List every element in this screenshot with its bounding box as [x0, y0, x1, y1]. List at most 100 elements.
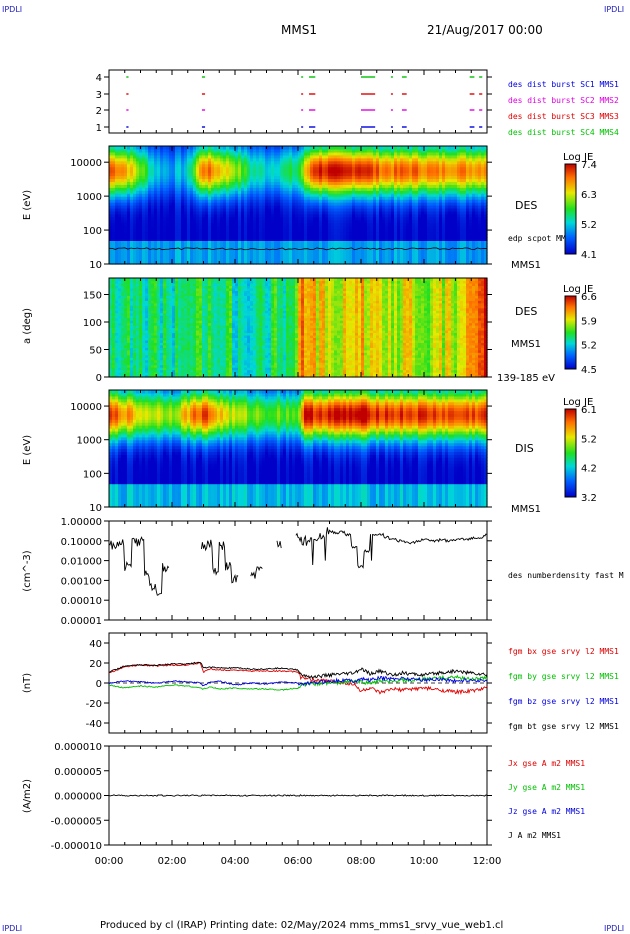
spectrogram-cell — [322, 252, 326, 256]
spectrogram-cell — [385, 219, 389, 224]
spectrogram-cell — [406, 154, 410, 159]
spectrogram-cell — [370, 222, 374, 227]
spectrogram-cell — [325, 237, 329, 241]
spectrogram-cell — [148, 196, 152, 200]
spectrogram-cell — [430, 213, 434, 218]
spectrogram-cell — [349, 181, 353, 185]
spectrogram-cell — [325, 207, 329, 212]
spectrogram-cell — [367, 202, 371, 206]
spectrogram-cell — [145, 157, 149, 162]
spectrogram-cell — [376, 234, 380, 239]
spectrogram-cell — [124, 237, 128, 241]
spectrogram-cell — [310, 151, 314, 156]
spectrogram-cell — [178, 166, 182, 171]
spectrogram-cell — [142, 219, 146, 224]
spectrogram-cell — [385, 172, 389, 177]
spectrogram-cell — [298, 249, 302, 253]
spectrogram-cell — [223, 234, 227, 239]
spectrogram-cell — [436, 237, 440, 241]
spectrogram-cell — [196, 181, 200, 185]
spectrogram-cell — [259, 169, 263, 174]
spectrogram-cell — [355, 154, 359, 159]
spectrogram-cell — [241, 184, 245, 188]
spectrogram-cell — [340, 237, 344, 241]
spectrogram-cell — [250, 172, 254, 177]
spectrogram-cell — [361, 196, 365, 200]
spectrogram-cell — [256, 172, 260, 177]
spectrogram-cell — [202, 240, 206, 244]
spectrogram-cell — [124, 193, 128, 197]
spectrogram-cell — [181, 210, 185, 215]
spectrogram-cell — [208, 228, 212, 233]
spectrogram-cell — [400, 160, 404, 165]
spectrogram-cell — [235, 154, 239, 159]
spectrogram-cell — [394, 169, 398, 174]
spectrogram-cell — [157, 213, 161, 218]
spectrogram-cell — [205, 210, 209, 215]
spectrogram-cell — [145, 193, 149, 197]
spectrogram-cell — [436, 190, 440, 194]
spectrogram-cell — [433, 261, 437, 265]
spectrogram-cell — [313, 205, 317, 209]
spectrogram-cell — [163, 160, 167, 165]
spectrogram-cell — [388, 202, 392, 206]
spectrogram-cell — [193, 148, 197, 153]
spectrogram-cell — [181, 216, 185, 221]
spectrogram-cell — [268, 252, 272, 256]
spectrogram-cell — [205, 199, 209, 203]
spectrogram-cell — [253, 210, 257, 215]
spectrogram-cell — [316, 154, 320, 159]
spectrogram-cell — [388, 175, 392, 180]
spectrogram-cell — [316, 151, 320, 156]
spectrogram-cell — [127, 196, 131, 200]
spectrogram-cell — [148, 243, 152, 247]
spectrogram-cell — [211, 175, 215, 180]
spectrogram-cell — [130, 222, 134, 227]
spectrogram-cell — [232, 231, 236, 236]
spectrogram-cell — [181, 219, 185, 224]
spectrogram-cell — [406, 169, 410, 174]
spectrogram-cell — [274, 202, 278, 206]
spectrogram-cell — [298, 234, 302, 239]
spectrogram-cell — [319, 225, 323, 230]
spectrogram-cell — [433, 249, 437, 253]
spectrogram-cell — [442, 207, 446, 212]
spectrogram-cell — [268, 234, 272, 239]
spectrogram-cell — [262, 184, 266, 188]
spectrogram-cell — [310, 199, 314, 203]
spectrogram-cell — [226, 181, 230, 185]
spectrogram-cell — [247, 163, 251, 168]
spectrogram-cell — [121, 222, 125, 227]
spectrogram-cell — [133, 154, 137, 159]
spectrogram-cell — [382, 190, 386, 194]
spectrogram-cell — [265, 255, 269, 259]
spectrogram-cell — [211, 207, 215, 212]
spectrogram-cell — [358, 202, 362, 206]
spectrogram-cell — [265, 252, 269, 256]
spectrogram-cell — [220, 240, 224, 244]
spectrogram-cell — [172, 234, 176, 239]
spectrogram-cell — [418, 196, 422, 200]
spectrogram-cell — [247, 190, 251, 194]
spectrogram-cell — [211, 205, 215, 209]
spectrogram-cell — [316, 169, 320, 174]
spectrogram-cell — [136, 166, 140, 171]
spectrogram-cell — [157, 166, 161, 171]
spectrogram-cell — [244, 258, 248, 262]
spectrogram-cell — [340, 216, 344, 221]
spectrogram-cell — [121, 146, 125, 150]
spectrogram-cell — [277, 205, 281, 209]
spectrogram-cell — [442, 157, 446, 162]
spectrogram-cell — [199, 202, 203, 206]
spectrogram-cell — [322, 219, 326, 224]
spectrogram-cell — [154, 172, 158, 177]
spectrogram-cell — [322, 205, 326, 209]
spectrogram-cell — [142, 160, 146, 165]
spectrogram-cell — [391, 184, 395, 188]
spectrogram-cell — [187, 219, 191, 224]
spectrogram-cell — [406, 240, 410, 244]
spectrogram-cell — [361, 228, 365, 233]
spectrogram-cell — [349, 166, 353, 171]
spectrogram-cell — [382, 199, 386, 203]
spectrogram-cell — [211, 246, 215, 250]
